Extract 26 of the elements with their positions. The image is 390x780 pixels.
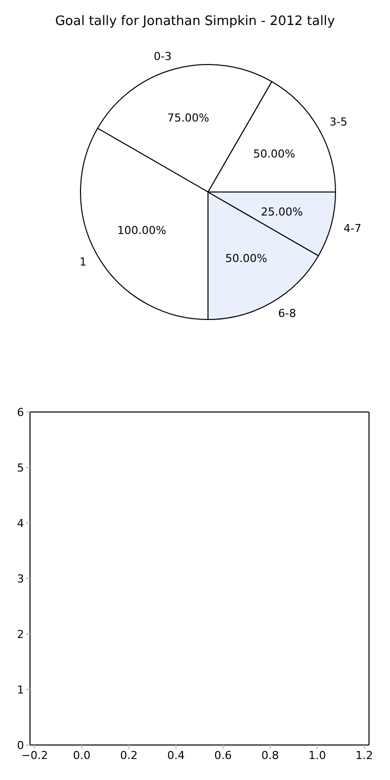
- y-tick-label: 3: [17, 572, 24, 586]
- x-tick-label: 1.2: [356, 748, 374, 762]
- x-tick-label: 0.8: [261, 748, 279, 762]
- y-tick-label: 1: [17, 683, 24, 696]
- slice-label: 4-7: [343, 222, 362, 235]
- slice-label: 0-3: [154, 50, 172, 64]
- slice-label: 3-5: [329, 115, 348, 128]
- data-label: 75.00%: [167, 112, 210, 125]
- y-tick-label: 2: [17, 628, 24, 641]
- slice-label: 6-8: [278, 306, 296, 320]
- x-tick-label: 0.2: [120, 748, 138, 762]
- x-tick-label: 0.0: [73, 748, 91, 762]
- y-tick-label: 4: [17, 516, 24, 530]
- data-label: 100.00%: [117, 224, 166, 237]
- data-label: 25.00%: [260, 205, 303, 218]
- x-tick-label: −0.2: [21, 748, 48, 762]
- y-tick-label: 0: [17, 738, 24, 752]
- data-label: 50.00%: [253, 147, 296, 160]
- x-tick-label: 1.0: [308, 748, 326, 762]
- y-tick-label: 6: [17, 406, 24, 419]
- y-tick-label: 5: [17, 461, 24, 474]
- x-tick-label: 0.6: [214, 748, 232, 762]
- slice-label: 1: [80, 256, 87, 269]
- x-tick-label: 0.4: [167, 748, 185, 762]
- data-label: 50.00%: [225, 252, 268, 265]
- chart-title: Goal tally for Jonathan Simpkin - 2012 tally: [54, 14, 336, 29]
